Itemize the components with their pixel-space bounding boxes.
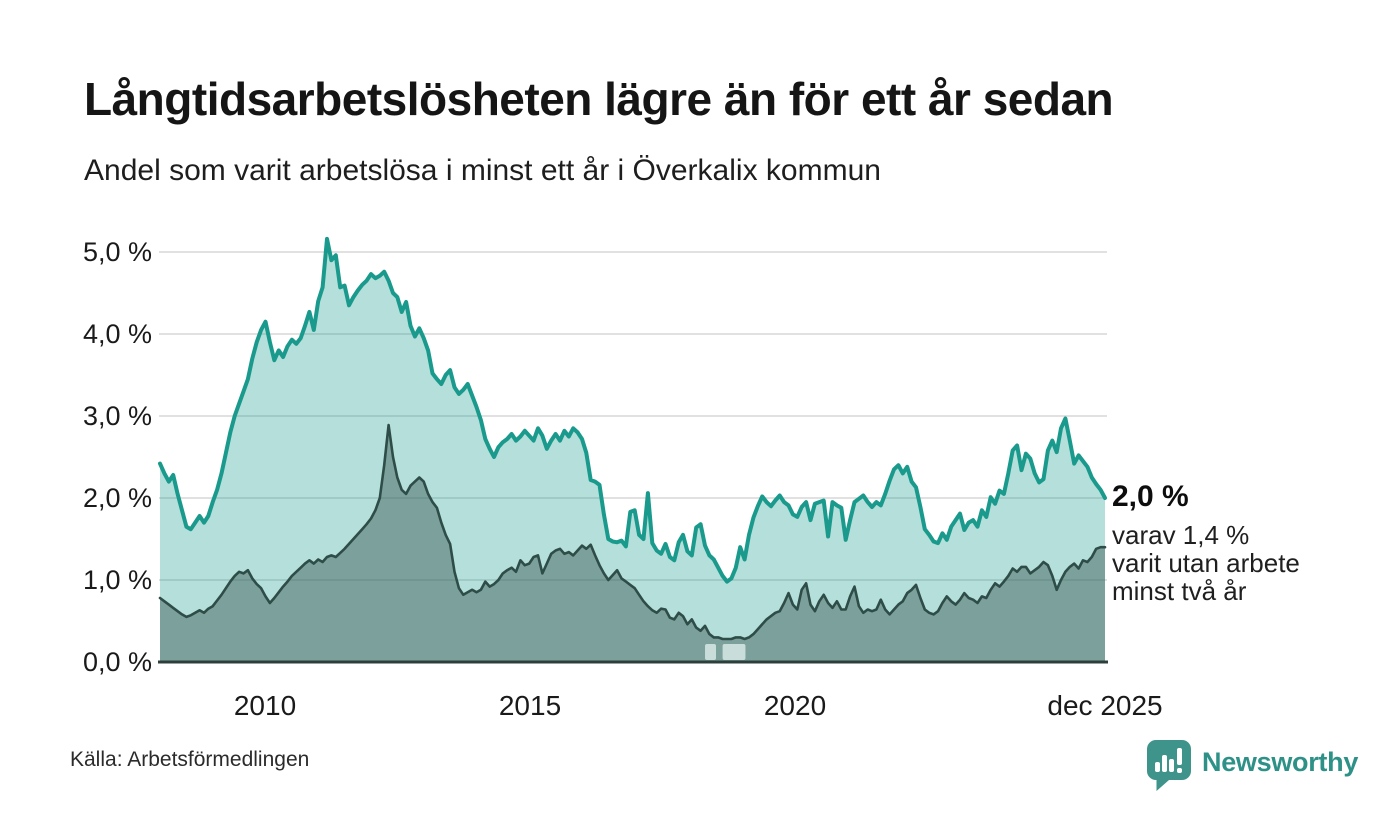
masked-data-bands	[705, 643, 746, 660]
y-tick-4: 4,0 %	[82, 319, 152, 349]
y-tick-1: 1,0 %	[82, 565, 152, 595]
series-min1yr-area	[160, 238, 1105, 662]
source-credit: Källa: Arbetsförmedlingen	[70, 748, 310, 771]
bar-chart-glyph	[1155, 748, 1182, 773]
masked-band	[722, 643, 746, 660]
x-tick-2015: 2015	[498, 690, 562, 721]
end-value-annotation: 2,0 % varav 1,4 % varit utan arbete mins…	[1112, 480, 1382, 605]
x-tick-2020: 2020	[763, 690, 827, 721]
brand-logo: Newsworthy	[1146, 740, 1358, 792]
x-tick-dec-2025: dec 2025	[1047, 690, 1163, 721]
end-value-label: 2,0 %	[1112, 480, 1189, 513]
y-tick-3: 3,0 %	[82, 401, 152, 431]
y-tick-0: 0,0 %	[82, 647, 152, 677]
series-min2yr-line	[158, 423, 1107, 641]
gridlines	[159, 251, 1107, 581]
y-tick-2: 2,0 %	[82, 483, 152, 513]
annotation-line-3: minst två år	[1112, 576, 1247, 606]
page-title: Långtidsarbetslösheten lägre än för ett …	[84, 73, 1114, 125]
masked-band	[705, 643, 717, 660]
annotation-line-1: varav 1,4 %	[1112, 520, 1250, 550]
x-tick-2010: 2010	[233, 690, 297, 721]
series-min1yr-line	[158, 236, 1107, 584]
newsworthy-bubble-icon	[1147, 740, 1191, 791]
annotation-line-2: varit utan arbete	[1112, 548, 1300, 578]
y-tick-5: 5,0 %	[82, 237, 152, 267]
series-min2yr-area	[160, 425, 1105, 662]
brand-name: Newsworthy	[1202, 747, 1359, 777]
page-subtitle: Andel som varit arbetslösa i minst ett å…	[84, 154, 881, 187]
